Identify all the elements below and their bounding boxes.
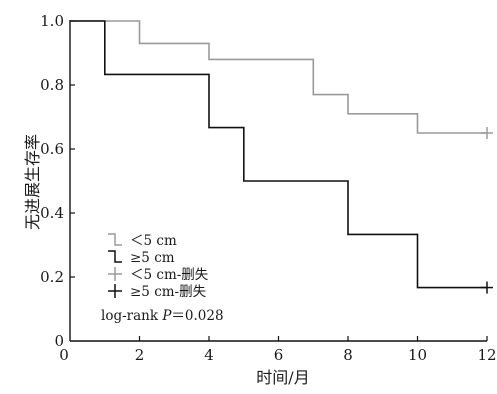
series-layer — [70, 20, 493, 294]
legend: ＜5 cm≥5 cm＜5 cm-删失≥5 cm-删失 — [108, 233, 209, 300]
x-tick-label: 10 — [408, 346, 427, 364]
y-tick-label: 0.8 — [40, 76, 64, 94]
y-tick-label: 1.0 — [40, 12, 64, 30]
legend-step-symbol — [108, 250, 122, 263]
x-axis-title: 时间/月 — [256, 368, 309, 387]
y-tick-label: 0.4 — [40, 204, 64, 222]
x-tick-label: 2 — [135, 346, 145, 364]
x-tick-label: 0 — [59, 346, 69, 364]
legend-label: ≥5 cm-删失 — [130, 284, 207, 300]
x-tick-label: 8 — [343, 346, 353, 364]
y-axis-title: 无进展生存率 — [23, 134, 42, 230]
x-tick-label: 6 — [274, 346, 284, 364]
y-tick-label: 0.6 — [40, 140, 64, 158]
x-tick-label: 4 — [204, 346, 214, 364]
censor-mark — [481, 281, 493, 294]
log-rank-annotation: log-rank P＝0.028 — [101, 308, 224, 324]
legend-step-symbol — [108, 233, 122, 246]
series-line-ge5cm — [70, 20, 487, 289]
legend-item: ＜5 cm — [108, 233, 177, 249]
y-tick-label: 0 — [54, 332, 64, 350]
legend-label: ＜5 cm-删失 — [130, 267, 209, 283]
x-tick-label: 12 — [477, 346, 496, 364]
legend-label: ≥5 cm — [130, 250, 175, 266]
series-line-lt5cm — [70, 20, 487, 134]
legend-item: ≥5 cm-删失 — [108, 284, 207, 300]
y-tick-label: 0.2 — [40, 268, 64, 286]
legend-plus-symbol — [108, 267, 122, 281]
axes: 0 2 4 6 8 10 12 0 0.2 0.4 0.6 0.8 1.0 — [40, 12, 496, 364]
legend-plus-symbol — [108, 284, 122, 298]
legend-label: ＜5 cm — [130, 233, 177, 249]
legend-item: ＜5 cm-删失 — [108, 267, 209, 283]
censor-mark — [481, 127, 493, 139]
legend-item: ≥5 cm — [108, 250, 175, 266]
